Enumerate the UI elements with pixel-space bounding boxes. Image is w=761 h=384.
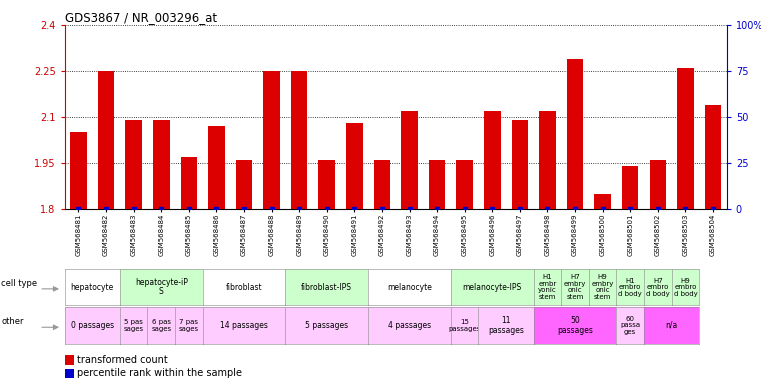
Bar xyxy=(429,160,445,209)
Text: melanocyte-IPS: melanocyte-IPS xyxy=(463,283,522,291)
Text: cell type: cell type xyxy=(2,279,37,288)
Bar xyxy=(677,68,694,209)
Bar xyxy=(401,111,418,209)
Text: 50
passages: 50 passages xyxy=(557,316,593,335)
Text: H9
embry
onic
stem: H9 embry onic stem xyxy=(591,274,614,300)
Text: H1
embr
yonic
stem: H1 embr yonic stem xyxy=(538,274,557,300)
Bar xyxy=(65,355,75,364)
Text: 5 pas
sages: 5 pas sages xyxy=(123,319,144,332)
Bar xyxy=(97,71,114,209)
Bar xyxy=(153,120,170,209)
Bar xyxy=(649,160,666,209)
Text: H7
embry
onic
stem: H7 embry onic stem xyxy=(564,274,586,300)
Text: 11
passages: 11 passages xyxy=(488,316,524,335)
Text: fibroblast: fibroblast xyxy=(226,283,263,291)
Bar xyxy=(291,71,307,209)
Text: H7
embro
d body: H7 embro d body xyxy=(646,278,670,296)
Text: fibroblast-IPS: fibroblast-IPS xyxy=(301,283,352,291)
Text: 7 pas
sages: 7 pas sages xyxy=(179,319,199,332)
Text: GDS3867 / NR_003296_at: GDS3867 / NR_003296_at xyxy=(65,11,217,24)
Text: 15
passages: 15 passages xyxy=(448,319,481,332)
Text: 6 pas
sages: 6 pas sages xyxy=(151,319,171,332)
Bar xyxy=(126,120,142,209)
Bar xyxy=(70,132,87,209)
Text: 4 passages: 4 passages xyxy=(388,321,431,330)
Bar xyxy=(457,160,473,209)
Text: H1
embro
d body: H1 embro d body xyxy=(619,278,642,296)
Text: hepatocyte: hepatocyte xyxy=(71,283,114,291)
Bar xyxy=(594,194,611,209)
Text: transformed count: transformed count xyxy=(78,355,168,365)
Text: 5 passages: 5 passages xyxy=(305,321,349,330)
Bar xyxy=(374,160,390,209)
Text: n/a: n/a xyxy=(665,321,678,330)
Text: other: other xyxy=(2,318,24,326)
Bar xyxy=(346,123,362,209)
Text: 14 passages: 14 passages xyxy=(220,321,268,330)
Bar xyxy=(236,160,252,209)
Bar xyxy=(209,126,224,209)
Bar xyxy=(180,157,197,209)
Bar xyxy=(484,111,501,209)
Bar xyxy=(263,71,280,209)
Bar xyxy=(318,160,335,209)
Bar xyxy=(705,105,721,209)
Bar xyxy=(567,59,584,209)
Bar xyxy=(511,120,528,209)
Text: melanocyte: melanocyte xyxy=(387,283,432,291)
Text: 60
passa
ges: 60 passa ges xyxy=(620,316,640,335)
Bar xyxy=(539,111,556,209)
Text: hepatocyte-iP
S: hepatocyte-iP S xyxy=(135,278,188,296)
Bar xyxy=(622,166,638,209)
Bar xyxy=(65,369,75,378)
Text: percentile rank within the sample: percentile rank within the sample xyxy=(78,368,242,379)
Text: H9
embro
d body: H9 embro d body xyxy=(673,278,697,296)
Text: 0 passages: 0 passages xyxy=(71,321,114,330)
